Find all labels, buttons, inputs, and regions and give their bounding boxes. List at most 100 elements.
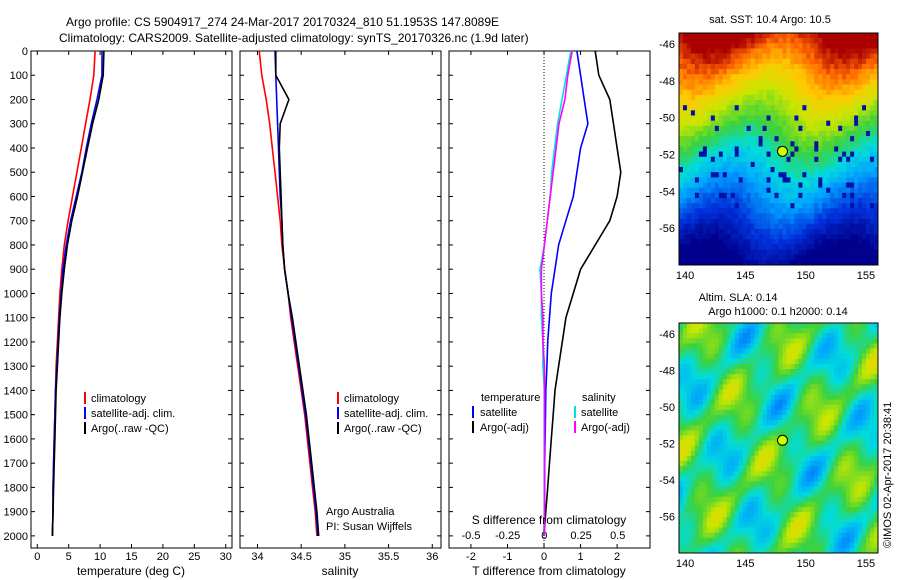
map-cell bbox=[770, 33, 775, 39]
map-cell bbox=[790, 244, 795, 250]
map-cell bbox=[702, 476, 708, 482]
map-cell bbox=[826, 161, 831, 168]
map-cell bbox=[826, 455, 831, 462]
map-cell bbox=[822, 399, 827, 406]
map-cell bbox=[842, 481, 847, 487]
legend-argo: Argo(..raw -QC) bbox=[91, 423, 169, 435]
map-cell bbox=[870, 130, 875, 137]
map-cell bbox=[826, 182, 831, 188]
map-cell bbox=[862, 203, 867, 209]
map-cell bbox=[746, 156, 751, 163]
map-cell bbox=[730, 136, 736, 142]
map-cell bbox=[722, 74, 728, 80]
map-cell bbox=[758, 203, 763, 209]
map-cell bbox=[702, 547, 708, 554]
map-cell bbox=[802, 471, 807, 477]
map-cell bbox=[814, 197, 819, 204]
map-cell bbox=[782, 38, 787, 44]
map-cell bbox=[734, 69, 739, 75]
map-cell bbox=[694, 507, 700, 513]
map-cell bbox=[806, 115, 811, 121]
map-cell bbox=[750, 486, 755, 492]
map-cell bbox=[706, 440, 712, 446]
map-cell bbox=[866, 501, 871, 508]
map-cell bbox=[762, 167, 767, 173]
map-cell bbox=[690, 161, 696, 168]
map-cell bbox=[866, 394, 871, 400]
map-cell bbox=[846, 244, 851, 250]
map-cell bbox=[786, 84, 791, 91]
map-cell bbox=[726, 363, 732, 370]
map-cell bbox=[679, 379, 684, 385]
map-cell bbox=[730, 517, 736, 523]
map-cell bbox=[686, 542, 692, 549]
map-cell bbox=[790, 363, 795, 370]
map-cell bbox=[810, 343, 815, 349]
map-cell bbox=[838, 440, 843, 446]
map-cell bbox=[806, 486, 811, 492]
map-cell bbox=[742, 537, 747, 544]
map-cell bbox=[762, 369, 767, 375]
map-cell bbox=[870, 239, 875, 245]
map-cell bbox=[738, 94, 743, 101]
map-cell bbox=[682, 177, 688, 183]
map-cell bbox=[794, 197, 799, 204]
map-cell bbox=[850, 197, 855, 204]
map-cell bbox=[730, 33, 736, 39]
map-cell bbox=[862, 374, 867, 380]
map-cell bbox=[786, 33, 791, 39]
map-cell bbox=[726, 389, 732, 395]
map-cell bbox=[682, 136, 688, 142]
map-cell bbox=[734, 156, 739, 163]
map-cell bbox=[802, 110, 807, 116]
map-cell bbox=[858, 338, 863, 344]
map-cell bbox=[846, 481, 851, 487]
map-cell bbox=[806, 130, 811, 137]
map-cell bbox=[738, 399, 743, 406]
map-cell bbox=[830, 234, 835, 240]
map-cell bbox=[786, 486, 791, 492]
map-cell bbox=[810, 53, 815, 60]
map-cell bbox=[762, 218, 767, 225]
map-cell bbox=[718, 542, 724, 549]
map-cell bbox=[874, 84, 879, 91]
map-cell bbox=[850, 455, 855, 462]
map-cell bbox=[698, 384, 704, 390]
map-cell bbox=[679, 363, 684, 370]
map-cell bbox=[826, 517, 831, 523]
map-cell bbox=[702, 527, 708, 533]
map-cell bbox=[690, 547, 696, 554]
map-cell bbox=[842, 43, 847, 49]
map-cell bbox=[858, 461, 863, 467]
map-cell bbox=[806, 203, 811, 209]
map-cell bbox=[870, 94, 875, 101]
map-cell bbox=[818, 353, 823, 360]
map-cell bbox=[774, 399, 779, 406]
map-cell bbox=[746, 491, 751, 498]
map-cell bbox=[758, 404, 763, 411]
map-cell bbox=[854, 79, 859, 85]
map-cell bbox=[730, 69, 736, 75]
map-cell bbox=[746, 53, 751, 60]
map-cell bbox=[742, 404, 747, 411]
map-cell bbox=[734, 399, 739, 406]
map-cell bbox=[726, 532, 732, 538]
map-cell bbox=[758, 323, 763, 329]
map-cell bbox=[782, 69, 787, 75]
map-cell bbox=[850, 353, 855, 360]
map-cell bbox=[746, 394, 751, 400]
map-cell bbox=[750, 496, 755, 503]
map-cell bbox=[702, 249, 708, 255]
map-cell bbox=[766, 197, 771, 204]
map-cell bbox=[802, 203, 807, 209]
map-cell bbox=[794, 53, 799, 60]
map-cell bbox=[810, 445, 815, 452]
map-cell bbox=[774, 94, 779, 101]
map-cell bbox=[838, 420, 843, 426]
map-cell bbox=[738, 394, 743, 400]
map-cell bbox=[774, 120, 779, 127]
map-cell bbox=[866, 343, 871, 349]
map-cell bbox=[802, 415, 807, 421]
map-cell bbox=[742, 141, 747, 147]
map-cell bbox=[794, 430, 799, 436]
